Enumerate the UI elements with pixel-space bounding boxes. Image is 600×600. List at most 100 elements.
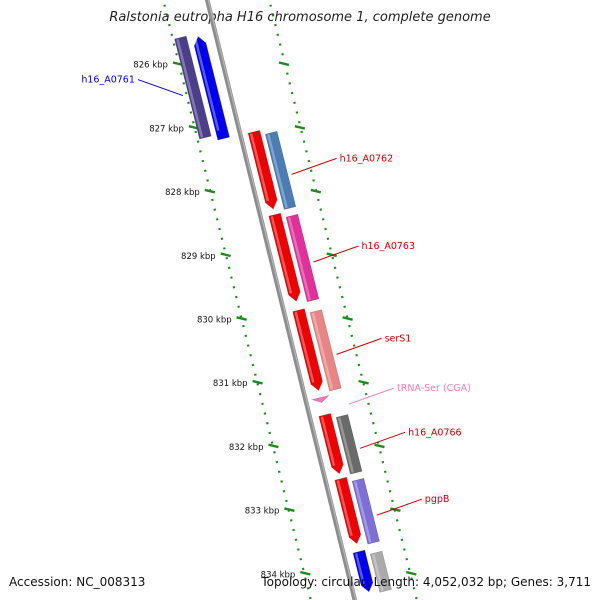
gene-feature: pgpB	[334, 476, 450, 545]
gene-function-bar	[335, 414, 363, 475]
gene-label: tRNA-Ser (CGA)	[397, 383, 471, 394]
scale-label: 827 kbp	[149, 124, 184, 134]
gene-function-rect	[265, 130, 297, 210]
gene-arrow-shine	[270, 216, 293, 294]
gene-arrow	[268, 212, 301, 302]
gene-arrow	[334, 476, 362, 545]
genome-summary-text: Topology: circular; Length: 4,052,032 bp…	[261, 575, 591, 589]
gene-arrow	[247, 129, 278, 210]
scale-tick	[284, 507, 295, 512]
scale-tick	[220, 252, 231, 258]
scale-tick-right	[390, 507, 401, 512]
gene-label: pgpB	[425, 494, 450, 505]
gene-leader-line	[313, 245, 359, 263]
scale-tick	[204, 188, 216, 194]
gene-arrow-shape	[193, 36, 230, 141]
gene-label: h16_A0761	[81, 75, 135, 86]
gene-leader-line	[336, 337, 382, 355]
scale-tick-right	[358, 379, 369, 385]
scale-label: 831 kbp	[213, 379, 248, 389]
gene-arrow-shine	[294, 311, 315, 383]
gene-feature: serS1	[292, 308, 412, 392]
gene-arrow	[310, 394, 330, 403]
gene-leader-line	[359, 431, 406, 449]
scale-tick-right	[278, 61, 290, 67]
scale-tick	[300, 570, 311, 576]
scale-label: 830 kbp	[197, 316, 232, 326]
gene-arrow-shine	[320, 416, 336, 467]
gene-arrow-shape	[334, 476, 362, 545]
gene-feature	[352, 549, 392, 593]
gene-function-bar	[265, 130, 297, 210]
gene-arrow	[292, 308, 323, 392]
gene-label: h16_A0763	[361, 241, 415, 252]
gene-arrow	[352, 549, 374, 593]
gene-function-bar	[174, 35, 212, 140]
gene-arrow-shape	[268, 212, 301, 302]
gene-feature: h16_A0761	[81, 35, 230, 141]
gene-function-bar	[369, 550, 392, 593]
gene-function-shine	[176, 39, 204, 138]
gene-arrow-shine	[336, 480, 353, 536]
gene-leader-line	[291, 157, 337, 175]
scale-tick-right	[310, 188, 322, 194]
gene-arrow-shape	[352, 549, 374, 593]
scale-tick-right	[374, 443, 385, 449]
gene-arrow-shine	[194, 38, 220, 131]
scale-marker: 828 kbp	[165, 188, 322, 198]
gene-function-bar	[285, 213, 320, 303]
gene-function-shine	[337, 417, 354, 473]
gene-leader-line	[376, 498, 422, 516]
gene-feature: h16_A0766	[318, 413, 462, 475]
gene-function-shine	[287, 217, 311, 301]
scale-tick	[252, 379, 263, 385]
gene-arrow-shine	[354, 553, 365, 585]
gene-arrow-shape	[247, 129, 278, 210]
gene-function-bar	[351, 477, 380, 545]
scale-marker: 833 kbp	[245, 507, 401, 517]
accession-text: Accession: NC_008313	[9, 575, 146, 589]
gene-arrow-shape	[292, 308, 323, 392]
gene-arrow-shape	[310, 394, 330, 403]
gene-function-rect	[351, 477, 380, 545]
scale-label: 832 kbp	[229, 443, 264, 453]
gene-label: h16_A0762	[340, 153, 394, 164]
scale-label: 829 kbp	[181, 252, 216, 262]
gene-function-rect	[174, 35, 212, 140]
scale-label: 828 kbp	[165, 188, 200, 198]
gene-feature: h16_A0763	[268, 212, 415, 303]
gene-leader-line	[348, 387, 395, 405]
gene-arrow	[193, 36, 230, 141]
scale-label: 834 kbp	[261, 570, 296, 580]
scale-marker: 832 kbp	[229, 443, 385, 453]
scale-tick	[236, 316, 247, 321]
gene-function-bar	[309, 309, 342, 392]
scale-marker: 830 kbp	[197, 316, 353, 326]
scale-tick-right	[342, 316, 353, 321]
gene-function-shine	[267, 134, 288, 209]
gene-function-shine	[372, 554, 384, 591]
map-title: Ralstonia eutropha H16 chromosome 1, com…	[109, 10, 491, 25]
scale-label: 833 kbp	[245, 507, 280, 517]
gene-function-rect	[309, 309, 342, 392]
scale-tick-right	[406, 570, 417, 576]
scale-marker: 829 kbp	[181, 252, 337, 262]
gene-label: serS1	[385, 333, 412, 344]
scale-marker: 834 kbp	[261, 570, 417, 580]
gene-feature: tRNA-Ser (CGA)	[310, 383, 471, 405]
gene-function-shine	[353, 481, 372, 543]
backbone-line	[204, 0, 358, 600]
scale-tick	[268, 443, 279, 449]
scale-tick-right	[294, 125, 306, 130]
scale-marker: 831 kbp	[213, 379, 369, 389]
gene-function-rect	[369, 550, 392, 593]
scale-label: 826 kbp	[133, 61, 168, 71]
scale-tick-right	[326, 252, 337, 258]
backbone-highlight	[207, 0, 357, 600]
gene-leader-line	[137, 79, 184, 97]
gene-arrow	[318, 413, 344, 475]
gene-arrow-shine	[249, 133, 270, 202]
gene-function-rect	[335, 414, 363, 475]
